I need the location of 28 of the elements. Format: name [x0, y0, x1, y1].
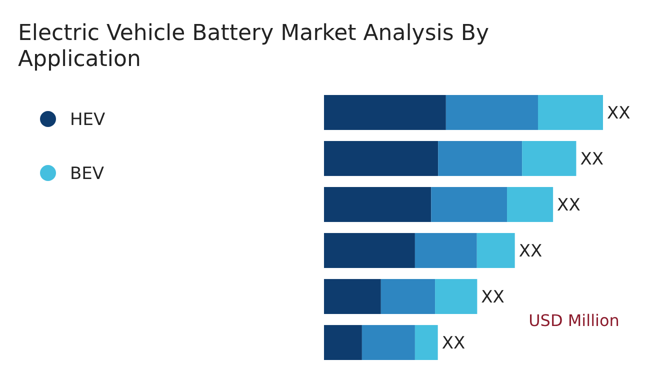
legend-label: BEV: [70, 164, 104, 184]
bar: [324, 141, 438, 176]
bar: [324, 233, 415, 268]
total-label: XX: [607, 103, 631, 124]
total-label: XX: [442, 333, 466, 354]
bar: [431, 187, 508, 222]
bar: [414, 233, 477, 268]
bar: [324, 95, 446, 130]
bar: [522, 141, 576, 176]
bar: [362, 325, 415, 360]
bar: [324, 325, 362, 360]
bar: [446, 95, 538, 130]
bar: [438, 141, 522, 176]
legend-label: HEV: [70, 110, 106, 130]
bar: [414, 325, 438, 360]
bar: [507, 187, 554, 222]
bar: [380, 279, 436, 314]
annotation: USD Million: [528, 311, 620, 330]
bar: [324, 187, 432, 222]
bar: [324, 279, 381, 314]
total-label: XX: [557, 195, 581, 216]
bar: [538, 95, 603, 130]
bar: [435, 279, 478, 314]
total-label: XX: [481, 287, 505, 308]
chart-title: Electric Vehicle Battery Market Analysis By Application: [18, 21, 489, 72]
total-label: XX: [518, 241, 542, 262]
total-label: XX: [580, 149, 604, 170]
bar: [476, 233, 515, 268]
